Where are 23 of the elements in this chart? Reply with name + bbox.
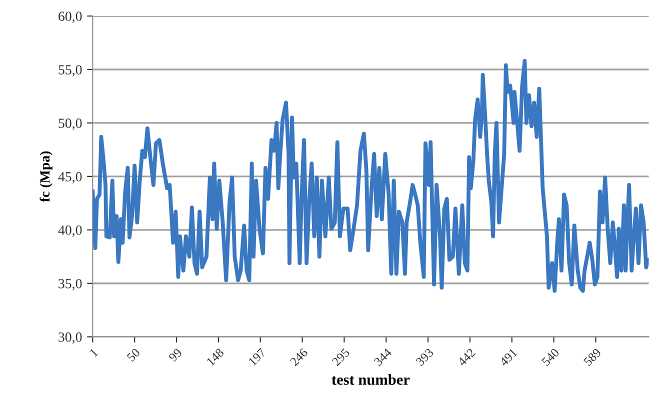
y-tick-label: 50,0 bbox=[58, 118, 82, 130]
line-series bbox=[92, 59, 649, 293]
x-tick-label: 246 bbox=[290, 348, 308, 366]
x-tick-label: 540 bbox=[541, 348, 560, 366]
x-tick-label: 589 bbox=[583, 348, 602, 366]
x-axis-title: test number bbox=[332, 374, 410, 385]
x-tick-label: 99 bbox=[168, 348, 182, 362]
y-tick-label: 40,0 bbox=[58, 225, 82, 237]
y-tick-label: 35,0 bbox=[58, 278, 82, 290]
x-tick-label: 344 bbox=[374, 348, 392, 366]
y-tick-label: 60,0 bbox=[58, 12, 82, 23]
y-axis-title: fc (Mpa) bbox=[40, 151, 52, 202]
x-tick-label: 393 bbox=[415, 348, 434, 366]
y-tick-label: 55,0 bbox=[58, 65, 82, 76]
x-tick-label: 148 bbox=[206, 348, 224, 366]
y-tick-label: 30,0 bbox=[58, 332, 82, 344]
y-tick-label: 45,0 bbox=[58, 172, 82, 184]
x-tick-label: 295 bbox=[332, 348, 350, 366]
x-tick-label: 1 bbox=[89, 348, 98, 358]
x-tick-label: 491 bbox=[499, 348, 518, 367]
x-tick-label: 50 bbox=[126, 348, 140, 362]
x-tick-label: 442 bbox=[457, 348, 476, 366]
x-tick-label: 197 bbox=[248, 348, 266, 366]
